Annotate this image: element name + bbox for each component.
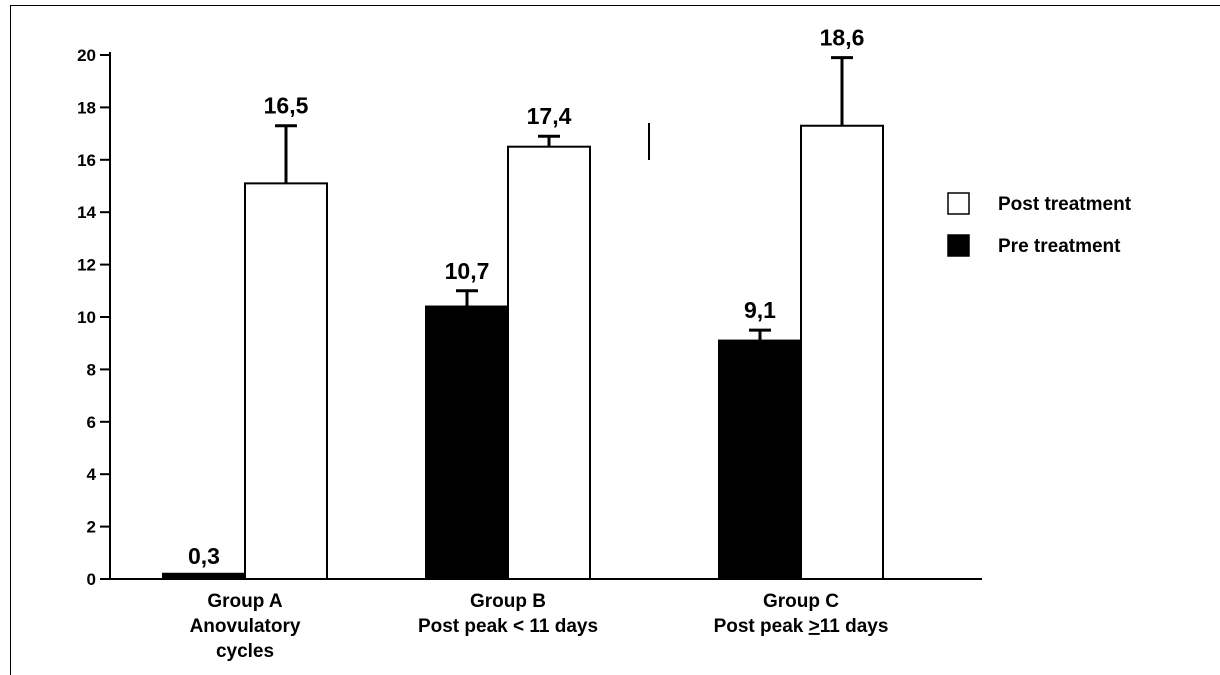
y-tick-label: 2	[87, 518, 96, 537]
legend-swatch	[947, 234, 970, 257]
y-tick-label: 18	[77, 98, 96, 117]
bar-pre-treatment	[162, 572, 246, 581]
x-category-label: Post peak >11 days	[714, 616, 889, 637]
x-category-label: Group A	[207, 591, 283, 612]
x-category-label: Group C	[763, 591, 839, 612]
figure-border-top	[10, 5, 1220, 6]
x-axis-labels: Group A Anovulatory cycles Group B Post peak…	[190, 591, 889, 662]
y-tick-label: 12	[77, 256, 96, 275]
bar-post-treatment	[507, 145, 591, 580]
data-label: 10,7	[445, 258, 490, 284]
x-category-label: Group B	[470, 591, 546, 612]
y-tick-label: 8	[87, 360, 96, 379]
x-category-label: cycles	[216, 641, 274, 662]
legend: Post treatment Pre treatment	[947, 192, 1132, 257]
y-tick-label: 20	[77, 46, 96, 65]
bar-post-treatment	[244, 182, 328, 580]
legend-label: Pre treatment	[998, 236, 1121, 257]
bar-pre-treatment	[425, 305, 509, 580]
bars: 0,3 10,7 9,1 16,5 17,4 18,6	[162, 25, 884, 581]
figure-border-left	[10, 5, 11, 675]
x-category-label: Post peak < 11 days	[418, 616, 598, 637]
legend-label: Post treatment	[998, 194, 1132, 215]
data-label: 9,1	[744, 297, 776, 323]
y-tick-label: 0	[87, 570, 96, 589]
y-tick-label: 16	[77, 151, 96, 170]
y-tick-label: 4	[87, 465, 97, 484]
data-label: 17,4	[527, 103, 572, 129]
data-label: 18,6	[820, 25, 865, 51]
legend-swatch	[947, 192, 970, 215]
y-tick-label: 6	[87, 413, 96, 432]
y-tick-label: 10	[77, 308, 96, 327]
y-tick-label: 14	[77, 203, 96, 222]
data-label: 0,3	[188, 543, 220, 569]
x-category-label: Anovulatory	[190, 616, 301, 637]
data-label: 16,5	[264, 93, 309, 119]
bar-post-treatment	[800, 124, 884, 581]
bar-pre-treatment	[718, 339, 802, 580]
